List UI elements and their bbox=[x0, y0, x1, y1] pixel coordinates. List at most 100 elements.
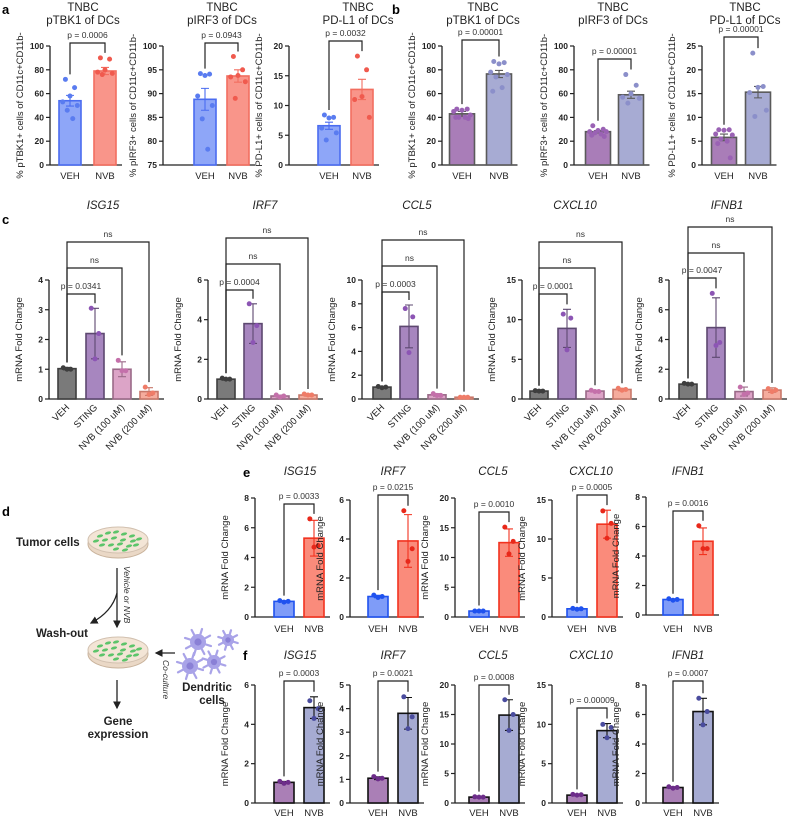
chart-title: TNBC bbox=[597, 2, 628, 14]
x-tick-label: VEH bbox=[210, 402, 232, 424]
p-value-label: p = 0.0007 bbox=[668, 668, 709, 678]
y-axis-label: % PD-L1+ cells of CD11c+CD11b- bbox=[667, 33, 678, 177]
x-tick-label: NVB bbox=[499, 808, 519, 819]
p-value-label: ns bbox=[576, 229, 585, 239]
p-value-label: ns bbox=[249, 251, 258, 261]
x-tick-label: NVB bbox=[499, 624, 519, 635]
p-value-label: p = 0.0341 bbox=[61, 281, 102, 291]
y-axis-label: mRNA Fold Change bbox=[634, 297, 645, 381]
data-point bbox=[379, 594, 385, 600]
y-tick-label: 4 bbox=[658, 335, 663, 345]
x-tick-label: NVB bbox=[304, 808, 324, 819]
data-point bbox=[321, 112, 327, 118]
data-point bbox=[476, 794, 482, 800]
data-point bbox=[755, 84, 761, 90]
data-point bbox=[123, 368, 129, 374]
y-tick-label: 10 bbox=[274, 101, 284, 111]
data-point bbox=[364, 67, 370, 73]
y-axis-label: mRNA Fold Change bbox=[220, 702, 231, 786]
significance-bracket bbox=[377, 680, 409, 772]
chart-e2: IRF7 mRNA Fold Change 0 2 4 6 VEH NVB p = 0.0215 bbox=[315, 466, 424, 635]
data-point bbox=[502, 524, 508, 530]
data-point bbox=[383, 384, 389, 390]
data-point bbox=[578, 792, 584, 798]
data-point bbox=[709, 290, 715, 296]
data-point bbox=[623, 386, 629, 392]
y-tick-label: 60 bbox=[427, 89, 437, 99]
tumor-cell-icon bbox=[98, 653, 106, 657]
data-point bbox=[713, 131, 719, 137]
x-tick-label: VEH bbox=[588, 171, 608, 182]
data-point bbox=[589, 132, 595, 138]
panel-label-e: e bbox=[243, 465, 250, 480]
p-value-label: p = 0.0008 bbox=[474, 672, 515, 682]
bar-veh bbox=[584, 130, 612, 166]
data-point bbox=[704, 546, 710, 552]
y-tick-label: 10 bbox=[507, 315, 517, 325]
data-point bbox=[146, 392, 152, 398]
data-point bbox=[689, 381, 695, 387]
x-tick-label: VEH bbox=[452, 171, 472, 182]
significance-bracket bbox=[687, 226, 773, 383]
x-tick-label: VEH bbox=[663, 808, 683, 819]
y-tick-label: 6 bbox=[635, 522, 640, 532]
y-tick-label: 2 bbox=[635, 769, 640, 779]
data-point bbox=[724, 138, 730, 144]
data-point bbox=[718, 136, 724, 142]
data-point bbox=[402, 306, 408, 312]
data-point bbox=[228, 74, 234, 80]
p-value-label: p = 0.0047 bbox=[682, 265, 723, 275]
y-tick-label: 5 bbox=[541, 573, 546, 583]
chart-title: pIRF3 of DCs bbox=[578, 15, 648, 27]
y-tick-label: 15 bbox=[440, 523, 450, 533]
significance-bracket bbox=[478, 511, 510, 606]
data-point bbox=[574, 792, 580, 798]
y-tick-label: 5 bbox=[339, 680, 344, 690]
y-tick-label: 80 bbox=[148, 136, 158, 146]
data-point bbox=[301, 391, 307, 397]
p-value-label: p = 0.0006 bbox=[67, 30, 108, 40]
data-point bbox=[68, 366, 74, 372]
data-point bbox=[464, 106, 470, 112]
data-point bbox=[670, 597, 676, 603]
data-point bbox=[600, 721, 606, 727]
y-axis-label: mRNA Fold Change bbox=[487, 297, 498, 381]
chart-title: TNBC bbox=[342, 2, 373, 14]
x-tick-label: VEH bbox=[366, 402, 388, 424]
y-tick-label: 85 bbox=[148, 112, 158, 122]
data-point bbox=[510, 538, 516, 544]
data-point bbox=[379, 385, 385, 391]
data-point bbox=[323, 137, 329, 143]
data-point bbox=[700, 546, 706, 552]
y-tick-label: 100 bbox=[422, 41, 436, 51]
x-tick-label: VEH bbox=[663, 624, 683, 635]
chart-title: IFNB1 bbox=[711, 200, 744, 212]
y-tick-label: 8 bbox=[658, 275, 663, 285]
y-tick-label: 0 bbox=[244, 612, 249, 622]
data-point bbox=[219, 375, 225, 381]
data-point bbox=[623, 72, 629, 78]
y-tick-label: 2 bbox=[635, 581, 640, 591]
data-point bbox=[202, 73, 208, 79]
chart-title: TNBC bbox=[729, 2, 760, 14]
x-tick-label: VEH bbox=[714, 171, 734, 182]
data-point bbox=[281, 780, 287, 786]
chart-title: CCL5 bbox=[478, 466, 508, 478]
data-point bbox=[636, 95, 642, 101]
data-point bbox=[60, 99, 66, 105]
tumor-cell-icon bbox=[135, 647, 143, 651]
y-axis-label: % pTBK1+ cells of CD11c+CD11b- bbox=[407, 32, 418, 178]
data-point bbox=[209, 103, 215, 108]
data-point bbox=[375, 595, 381, 600]
y-tick-label: 15 bbox=[507, 275, 517, 285]
data-point bbox=[476, 608, 482, 614]
data-point bbox=[64, 107, 70, 113]
x-tick-label: VEH bbox=[368, 624, 388, 635]
data-point bbox=[354, 53, 360, 59]
y-tick-label: 20 bbox=[687, 65, 697, 75]
bar-nvb bbox=[485, 73, 513, 166]
